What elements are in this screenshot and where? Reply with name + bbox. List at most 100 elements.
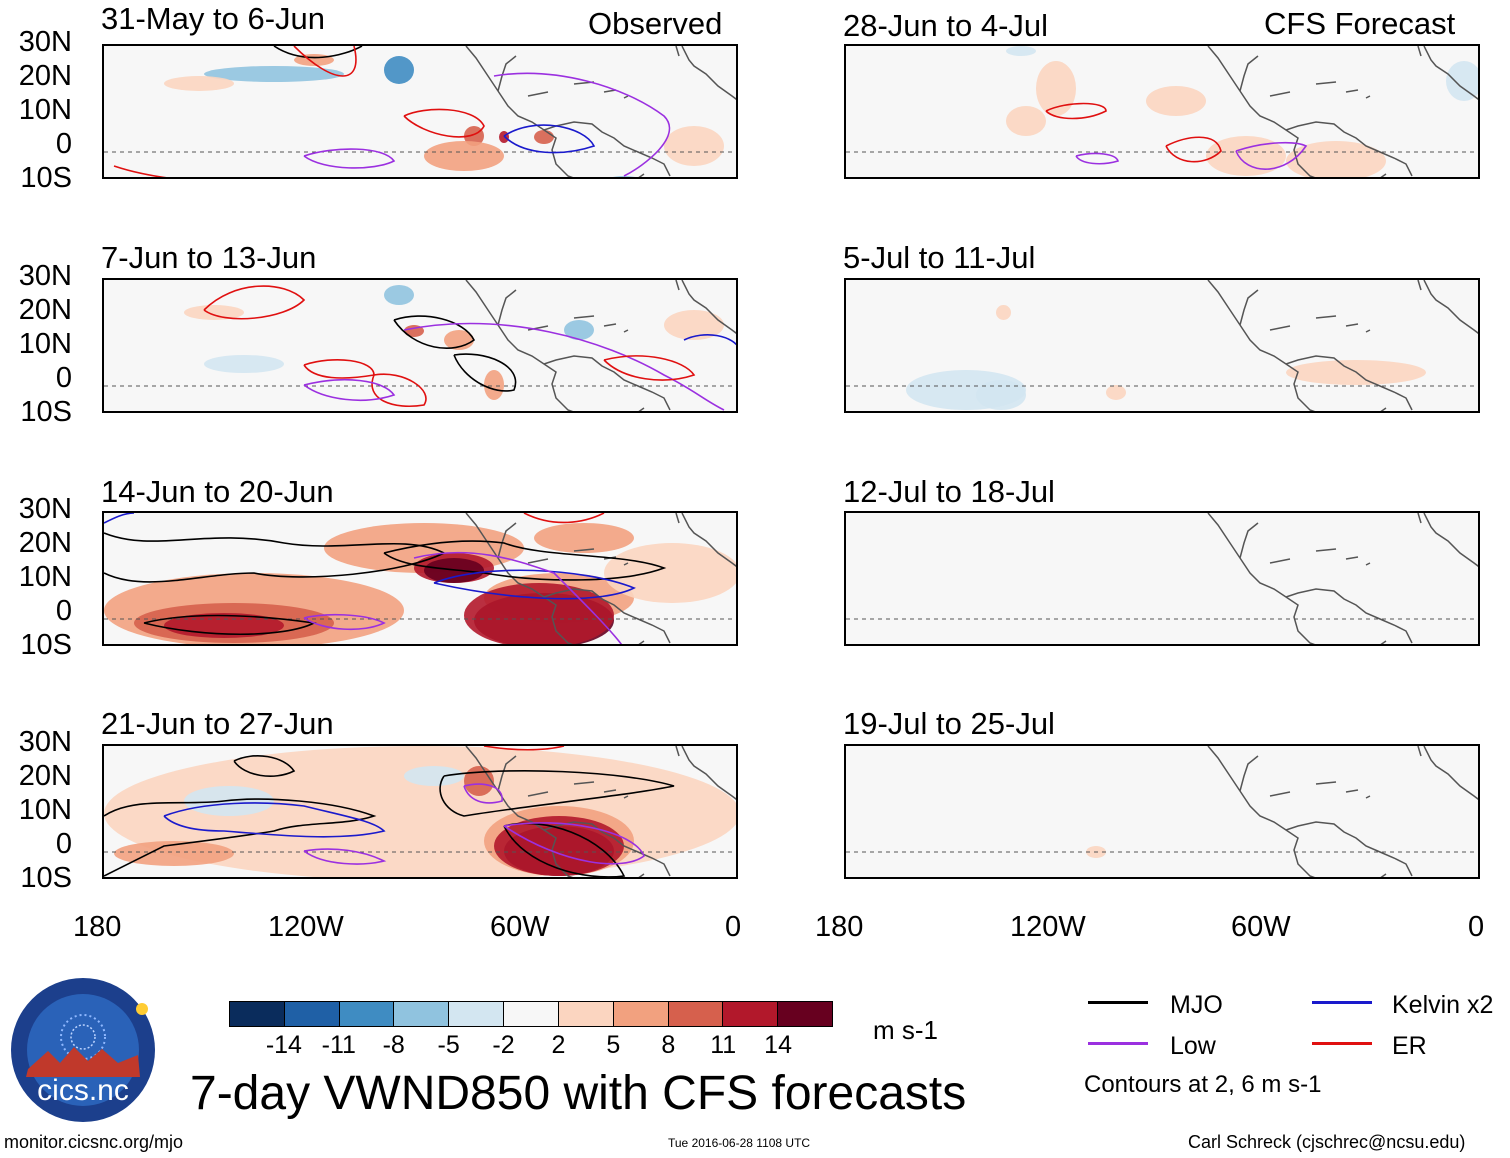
legend-kelvin-line [1312, 1001, 1372, 1004]
contour-er [403, 108, 485, 138]
contour-mjo [273, 46, 363, 59]
footer-author: Carl Schreck (cjschrec@ncsu.edu) [1188, 1132, 1466, 1152]
contour-low [503, 822, 645, 865]
legend-er-line [1312, 1042, 1372, 1045]
colorbar-tick-label: 5 [606, 1031, 621, 1059]
contour-low [493, 72, 671, 177]
contour-low [303, 613, 386, 631]
coastline [1207, 746, 1478, 877]
colorbar-swatch [504, 1002, 559, 1026]
contour-low [403, 322, 725, 411]
map-panel-forecast-3 [844, 511, 1480, 646]
lat-label: 0 [55, 595, 72, 627]
map-panel-observed-4 [102, 744, 738, 879]
footer-timestamp: Tue 2016-06-28 1108 UTC [668, 1136, 811, 1150]
lon-label-0-left: 0 [725, 911, 742, 943]
contour-kelvin [503, 124, 596, 154]
colorbar-swatch [394, 1002, 450, 1026]
anomaly-shading [534, 523, 634, 553]
colorbar-tick-label: -14 [265, 1031, 302, 1059]
main-title: 7-day VWND850 with CFS forecasts [190, 1067, 967, 1120]
anomaly-shading [604, 543, 736, 603]
contour-er [603, 355, 696, 381]
panel-title-fc-2: 5-Jul to 11-Jul [843, 240, 1036, 275]
map-panel-observed-3 [102, 511, 738, 646]
colorbar-swatch [778, 1002, 832, 1026]
lat-label: 20N [18, 60, 72, 92]
lon-label-180-left: 180 [73, 911, 122, 943]
colorbar-swatch [668, 1002, 724, 1026]
colorbar [229, 1001, 833, 1027]
anomaly-shading [612, 176, 636, 177]
cics-logo: cics.nc [10, 977, 156, 1123]
colorbar-swatch [284, 1002, 340, 1026]
coastline [1207, 280, 1478, 411]
anomaly-shading [384, 56, 414, 84]
contour-kelvin [163, 802, 386, 838]
map-panel-observed-1 [102, 44, 738, 179]
contour-er [483, 746, 565, 751]
colorbar-tick-label: -5 [437, 1031, 460, 1059]
anomaly-shading [664, 126, 724, 166]
colorbar-swatch [339, 1002, 395, 1026]
anomaly-shading [484, 370, 504, 400]
lat-label: 10N [18, 328, 72, 360]
contour-low [1075, 152, 1119, 165]
contour-low [463, 783, 503, 804]
footer-url[interactable]: monitor.cicsnc.org/mjo [4, 1132, 184, 1152]
lat-label: 30N [18, 26, 72, 58]
anomaly-shading [1006, 46, 1036, 56]
contour-er [1165, 136, 1222, 163]
forecast-header: CFS Forecast [1264, 6, 1456, 41]
lat-label: 10S [20, 862, 72, 894]
panel-title-obs-2: 7-Jun to 13-Jun [101, 240, 317, 275]
contour-low [303, 148, 396, 169]
lon-label-180-right: 180 [815, 911, 864, 943]
anomaly-shading [1106, 385, 1126, 400]
lat-label: 10N [18, 794, 72, 826]
colorbar-tick-label: -2 [492, 1031, 515, 1059]
lat-label: 10S [20, 396, 72, 428]
anomaly-shading [184, 305, 244, 320]
legend-low-line [1088, 1042, 1148, 1045]
contour-mjo [393, 315, 476, 349]
contour-er [113, 165, 167, 177]
anomaly-shading [1286, 141, 1386, 177]
anomaly-shading [564, 320, 594, 340]
lat-label: 30N [18, 726, 72, 758]
contour-mjo [439, 770, 675, 817]
contour-kelvin [683, 334, 736, 346]
colorbar-swatch [230, 1002, 285, 1026]
lat-label: 0 [55, 828, 72, 860]
anomaly-shading [464, 766, 494, 796]
lat-label: 20N [18, 527, 72, 559]
contour-low [413, 551, 623, 644]
lat-label: 20N [18, 294, 72, 326]
contour-mjo [383, 540, 667, 581]
lat-label: 30N [18, 260, 72, 292]
colorbar-tick-label: -11 [321, 1031, 356, 1059]
panel-title-fc-3: 12-Jul to 18-Jul [843, 474, 1055, 509]
coastline [465, 746, 736, 877]
legend-low-label: Low [1170, 1032, 1216, 1060]
contour-er [371, 373, 427, 407]
contour-mjo [104, 798, 377, 877]
coastline [1207, 46, 1478, 177]
panel-title-obs-3: 14-Jun to 20-Jun [101, 474, 334, 509]
anomaly-shading [494, 816, 624, 876]
lat-label: 10N [18, 561, 72, 593]
observed-header: Observed [588, 6, 723, 41]
legend-contours-note: Contours at 2, 6 m s-1 [1084, 1071, 1322, 1098]
lat-label: 10N [18, 94, 72, 126]
contour-kelvin [104, 513, 135, 524]
map-panel-forecast-1 [844, 44, 1480, 179]
lon-label-120w-right: 120W [1010, 911, 1086, 943]
lon-label-0-right: 0 [1468, 911, 1485, 943]
anomaly-shading [384, 285, 414, 305]
map-panel-forecast-4 [844, 744, 1480, 879]
anomaly-shading [664, 310, 724, 340]
panel-title-obs-1: 31-May to 6-Jun [101, 1, 325, 36]
lat-label: 10S [20, 629, 72, 661]
colorbar-swatch [613, 1002, 669, 1026]
legend-mjo-label: MJO [1170, 991, 1223, 1019]
